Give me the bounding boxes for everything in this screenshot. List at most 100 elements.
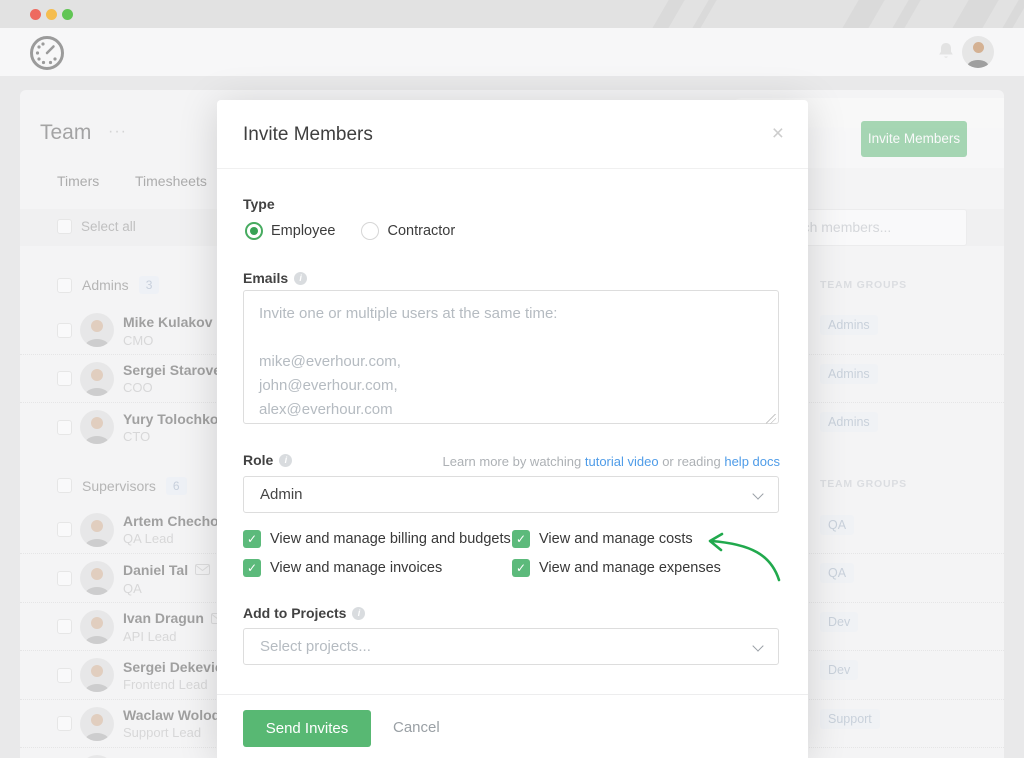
radio-unselected-icon[interactable] bbox=[361, 222, 380, 240]
select-all-checkbox[interactable] bbox=[57, 219, 72, 234]
radio-contractor[interactable]: Contractor bbox=[361, 222, 455, 240]
tab-timesheets[interactable]: Timesheets bbox=[135, 173, 207, 189]
team-group-badge: Support bbox=[820, 708, 880, 729]
member-avatar bbox=[80, 313, 114, 348]
member-avatar bbox=[80, 706, 114, 741]
permission-billing[interactable]: ✓ View and manage billing and budgets bbox=[243, 530, 511, 548]
app-header bbox=[0, 28, 1024, 76]
everhour-gauge-icon[interactable] bbox=[28, 34, 66, 77]
type-radio-group: Employee Contractor bbox=[245, 222, 455, 240]
checkbox-checked-icon[interactable]: ✓ bbox=[512, 530, 530, 548]
close-window-button[interactable] bbox=[30, 9, 41, 20]
projects-select[interactable]: Select projects... bbox=[243, 628, 779, 665]
avatar-head bbox=[972, 42, 984, 53]
decorative-stroke bbox=[885, 0, 927, 28]
cancel-button[interactable]: Cancel bbox=[393, 719, 440, 736]
select-all-control[interactable]: Select all bbox=[57, 219, 136, 234]
minimize-window-button[interactable] bbox=[46, 9, 57, 20]
group-label[interactable]: Admins bbox=[82, 277, 129, 293]
user-avatar[interactable] bbox=[962, 36, 994, 68]
invite-members-button[interactable]: Invite Members bbox=[861, 121, 967, 157]
resize-grip-icon[interactable] bbox=[766, 414, 776, 424]
checkbox-checked-icon[interactable]: ✓ bbox=[243, 530, 261, 548]
tutorial-video-link[interactable]: tutorial video bbox=[584, 454, 659, 469]
member-checkbox[interactable] bbox=[57, 322, 72, 338]
permission-costs[interactable]: ✓ View and manage costs bbox=[512, 530, 693, 548]
help-docs-link[interactable]: help docs bbox=[724, 454, 780, 469]
close-icon[interactable]: × bbox=[771, 122, 784, 145]
member-checkbox[interactable] bbox=[57, 667, 72, 683]
group-label[interactable]: Supervisors bbox=[82, 477, 156, 494]
tab-timers[interactable]: Timers bbox=[57, 173, 100, 189]
radio-selected-icon[interactable] bbox=[245, 222, 263, 240]
team-group-badge: QA bbox=[820, 514, 855, 535]
member-name[interactable]: Mike Kulakov bbox=[123, 313, 213, 330]
team-groups-header: TEAM GROUPS bbox=[820, 477, 907, 490]
permission-expenses[interactable]: ✓ View and manage expenses bbox=[512, 559, 721, 577]
avatar-body bbox=[967, 60, 989, 68]
radio-employee[interactable]: Employee bbox=[245, 222, 335, 240]
member-avatar bbox=[80, 512, 114, 547]
permission-label: View and manage invoices bbox=[270, 560, 443, 576]
table-row-partial[interactable] bbox=[20, 748, 1004, 758]
member-avatar bbox=[80, 410, 114, 445]
notification-icon[interactable] bbox=[934, 40, 958, 69]
member-checkbox[interactable] bbox=[57, 570, 72, 586]
table-row[interactable]: Yury Tolochko CTO Admins bbox=[20, 403, 1004, 452]
decorative-stroke bbox=[995, 0, 1024, 28]
member-name[interactable]: Sergei Staroverov bbox=[123, 362, 243, 379]
decorative-stroke bbox=[685, 0, 723, 28]
info-icon[interactable]: i bbox=[294, 271, 308, 285]
member-checkbox[interactable] bbox=[57, 619, 72, 635]
member-name[interactable]: Ivan Dragun bbox=[123, 610, 204, 627]
member-role: API Lead bbox=[123, 629, 177, 645]
member-checkbox[interactable] bbox=[57, 716, 72, 732]
member-checkbox[interactable] bbox=[57, 419, 72, 435]
member-checkbox[interactable] bbox=[57, 522, 72, 538]
team-group-badge: Admins bbox=[820, 363, 878, 384]
modal-title: Invite Members bbox=[243, 124, 373, 145]
member-avatar bbox=[80, 755, 114, 758]
member-name[interactable]: Daniel Tal bbox=[123, 561, 189, 578]
learn-more-text: Learn more by watching tutorial video or… bbox=[443, 454, 781, 469]
send-invites-button[interactable]: Send Invites bbox=[243, 710, 371, 747]
team-group-badge: QA bbox=[820, 563, 855, 583]
checkbox-checked-icon[interactable]: ✓ bbox=[512, 559, 530, 577]
table-row[interactable]: Waclaw Wolodko Support Lead Support bbox=[20, 700, 1004, 748]
permission-invoices[interactable]: ✓ View and manage invoices bbox=[243, 559, 442, 577]
group-row: Admins 3 TEAM GROUPS bbox=[20, 264, 1004, 306]
group-checkbox[interactable] bbox=[57, 277, 72, 293]
group-checkbox[interactable] bbox=[57, 478, 72, 493]
team-group-badge: Dev bbox=[820, 660, 859, 680]
learn-middle: or reading bbox=[658, 454, 725, 469]
member-checkbox[interactable] bbox=[57, 371, 72, 387]
emails-label: Emails i bbox=[243, 270, 308, 286]
member-name[interactable]: Sergei Dekevich bbox=[123, 658, 232, 675]
page-title-menu[interactable]: ··· bbox=[108, 123, 127, 140]
group-row: Supervisors 6 TEAM GROUPS bbox=[20, 452, 1004, 506]
member-avatar bbox=[80, 658, 114, 693]
select-all-label: Select all bbox=[81, 219, 136, 234]
role-label: Role i bbox=[243, 452, 293, 468]
emails-textarea[interactable]: Invite one or multiple users at the same… bbox=[243, 290, 779, 424]
member-role: CTO bbox=[123, 428, 151, 444]
decorative-stroke bbox=[835, 0, 891, 28]
type-label-text: Type bbox=[243, 196, 275, 212]
zoom-window-button[interactable] bbox=[62, 9, 73, 20]
member-role: COO bbox=[123, 380, 153, 396]
projects-select-placeholder: Select projects... bbox=[260, 638, 371, 655]
info-icon[interactable]: i bbox=[352, 606, 366, 620]
group-count-badge: 6 bbox=[165, 476, 187, 495]
radio-employee-label: Employee bbox=[271, 223, 336, 239]
learn-prefix: Learn more by watching bbox=[442, 454, 585, 469]
checkbox-checked-icon[interactable]: ✓ bbox=[243, 559, 261, 577]
team-group-badge: Dev bbox=[820, 611, 859, 632]
member-avatar bbox=[80, 361, 114, 396]
member-avatar bbox=[80, 609, 114, 644]
info-icon[interactable]: i bbox=[279, 453, 293, 467]
member-name[interactable]: Artem Chechoro bbox=[123, 513, 233, 530]
role-select[interactable]: Admin bbox=[243, 476, 779, 513]
member-name[interactable]: Waclaw Wolodko bbox=[123, 707, 237, 724]
member-name[interactable]: Yury Tolochko bbox=[123, 410, 219, 427]
